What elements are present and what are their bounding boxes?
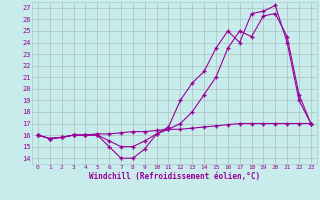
X-axis label: Windchill (Refroidissement éolien,°C): Windchill (Refroidissement éolien,°C) — [89, 172, 260, 181]
